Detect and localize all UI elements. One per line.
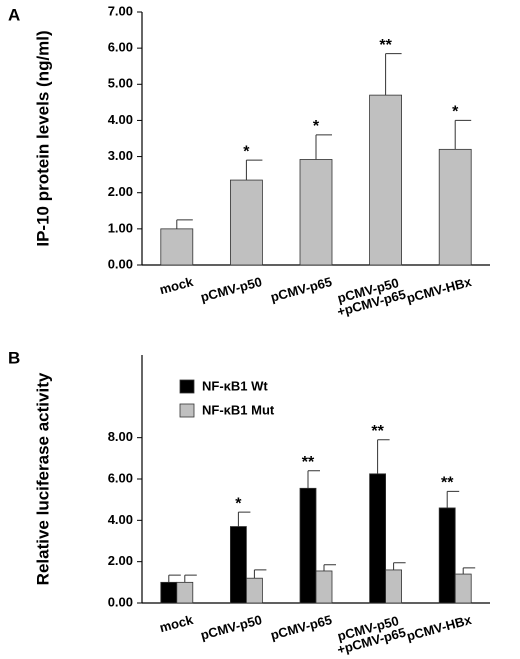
y-axis-title: Relative luciferase activity: [33, 372, 52, 585]
bar: [315, 570, 333, 604]
error-bar: [245, 159, 263, 181]
significance: **: [379, 37, 392, 54]
legend-swatch: [179, 403, 195, 418]
bar: [245, 577, 263, 604]
y-tick-label: 1.00: [108, 220, 133, 235]
y-tick-label: 7.00: [108, 3, 133, 18]
significance: **: [371, 423, 384, 440]
bar: [454, 573, 472, 604]
error-bar: [237, 511, 251, 527]
y-tick-label: 6.00: [108, 40, 133, 55]
panel-label: A: [8, 5, 20, 24]
significance: *: [243, 143, 250, 160]
bar: [229, 179, 263, 266]
significance: *: [313, 118, 320, 135]
panel-label: B: [8, 348, 20, 367]
legend-label: NF-κB1 Wt: [202, 378, 268, 393]
y-axis-title: IP-10 protein levels (ng/ml): [33, 30, 52, 246]
bar: [299, 487, 317, 604]
significance: *: [452, 104, 459, 121]
legend-swatch: [179, 379, 195, 394]
error-bar: [315, 134, 332, 160]
error-bar: [446, 490, 460, 508]
bar: [176, 581, 194, 604]
y-tick-label: 8.00: [108, 429, 133, 444]
bar: [438, 507, 456, 604]
bar: [160, 581, 178, 604]
error-bar: [168, 574, 181, 583]
y-tick-label: 3.00: [108, 148, 133, 163]
y-tick-label: 4.00: [108, 512, 133, 527]
error-bar: [253, 569, 267, 579]
error-bar: [377, 439, 390, 474]
error-bar: [184, 574, 197, 583]
error-bar: [454, 119, 472, 150]
significance: **: [302, 454, 315, 471]
significance: **: [441, 475, 454, 492]
bar: [160, 228, 194, 266]
legend-label: NF-κB1 Mut: [202, 402, 275, 417]
y-tick-label: 0.00: [108, 256, 133, 271]
bar: [438, 148, 472, 266]
error-bar: [307, 470, 320, 489]
significance: *: [235, 495, 242, 512]
bar: [229, 526, 247, 604]
y-tick-label: 2.00: [108, 553, 133, 568]
bar: [369, 94, 403, 266]
bar: [369, 473, 387, 604]
y-tick-label: 4.00: [108, 112, 133, 127]
error-bar: [176, 219, 193, 229]
error-bar: [385, 53, 402, 96]
y-tick-label: 2.00: [108, 184, 133, 199]
error-bar: [462, 567, 476, 575]
y-tick-label: 5.00: [108, 76, 133, 91]
error-bar: [393, 562, 406, 570]
bar: [385, 569, 403, 604]
error-bar: [323, 564, 336, 571]
y-tick-label: 0.00: [108, 594, 133, 609]
y-tick-label: 6.00: [108, 470, 133, 485]
bar: [299, 159, 333, 266]
